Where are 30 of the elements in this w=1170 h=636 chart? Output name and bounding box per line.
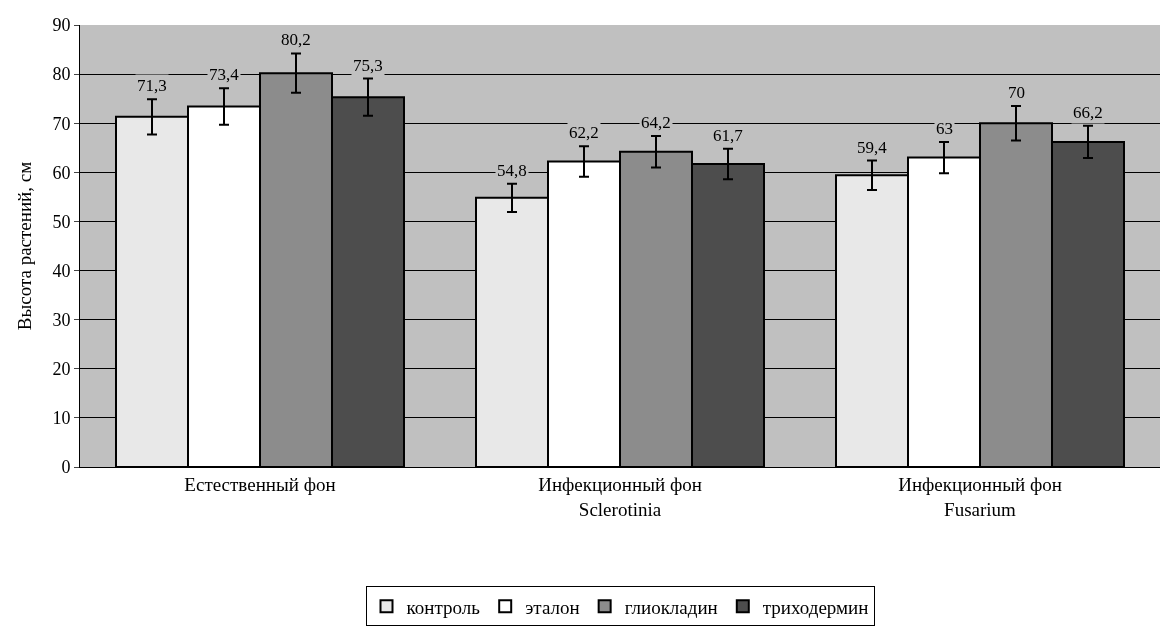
- data-label: 59,4: [857, 138, 888, 157]
- data-label: 64,2: [641, 113, 671, 132]
- x-tick-label: Инфекционный фон Fusarium: [898, 473, 1062, 520]
- legend-label: контроль: [406, 596, 481, 618]
- legend-label: глиокладин: [624, 596, 718, 618]
- data-label: 80,2: [281, 30, 311, 49]
- data-label: 71,3: [137, 76, 167, 95]
- y-tick-label: 50: [52, 211, 71, 232]
- data-label: 61,7: [713, 126, 744, 145]
- x-tick-label: Естественный фон: [184, 473, 336, 495]
- y-tick-label: 40: [52, 260, 71, 281]
- y-axis-title: Высота растений, см: [14, 161, 36, 331]
- legend-label: эталон: [525, 596, 580, 618]
- data-label: 73,4: [209, 65, 240, 84]
- y-tick-label: 0: [61, 457, 71, 478]
- legend-label: триходермин: [762, 596, 869, 618]
- x-tick-label: Инфекционный фон Sclerotinia: [538, 473, 702, 520]
- data-label: 62,2: [569, 123, 599, 142]
- data-label: 66,2: [1073, 103, 1103, 122]
- y-tick-label: 20: [52, 359, 71, 380]
- y-tick-label: 30: [52, 309, 71, 330]
- data-label: 54,8: [497, 161, 527, 180]
- y-tick-label: 70: [52, 113, 71, 134]
- data-label: 70: [1008, 83, 1025, 102]
- y-tick-label: 80: [52, 64, 71, 85]
- y-tick-label: 90: [52, 15, 71, 36]
- y-tick-label: 10: [52, 408, 71, 429]
- data-label: 75,3: [353, 56, 383, 75]
- y-tick-label: 60: [52, 162, 71, 183]
- data-label: 63: [936, 119, 953, 138]
